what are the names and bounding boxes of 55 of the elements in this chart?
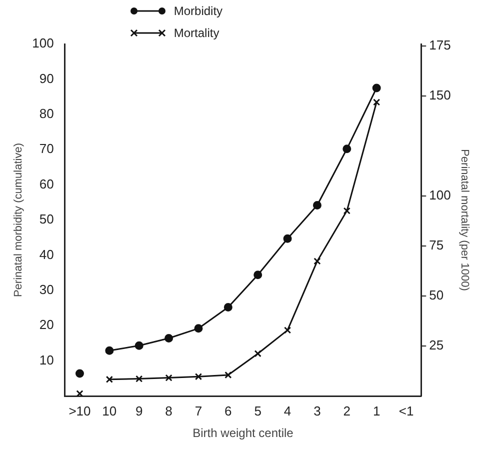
legend-label: Morbidity (174, 4, 223, 18)
point (312, 200, 322, 210)
x-tick-label: 6 (224, 403, 232, 418)
y-tick-label: 40 (39, 246, 54, 262)
point (134, 341, 144, 350)
point (372, 84, 381, 92)
point (76, 390, 84, 396)
legend-label: Mortality (174, 26, 220, 40)
point (224, 303, 232, 312)
x-tick-label: 2 (343, 403, 351, 418)
point (106, 376, 113, 383)
point (136, 375, 143, 382)
point (343, 207, 350, 214)
x-tick-label: 7 (194, 403, 202, 418)
y2-tick-label: 50 (429, 288, 444, 303)
y2-tick-label: 25 (429, 338, 444, 353)
x-axis-title: Birth weight centile (192, 426, 294, 440)
y-tick-label: 80 (39, 106, 54, 121)
y-tick-label: 100 (32, 36, 54, 51)
x-tick-label: >10 (68, 403, 91, 418)
point (75, 369, 84, 378)
x-tick-label: 10 (102, 403, 117, 418)
y2-tick-label: 150 (429, 88, 451, 103)
point (194, 324, 203, 333)
point (254, 270, 262, 280)
x-tick-label: <1 (398, 403, 414, 418)
point (194, 373, 202, 380)
y2-tick-label: 175 (429, 38, 451, 53)
y-tick-label: 30 (39, 282, 54, 297)
y-axis-title: Perinatal morbidity (cumulative) (12, 142, 25, 298)
y-tick-label: 60 (39, 176, 54, 192)
x-tick-label: 4 (284, 403, 292, 418)
y-tick-label: 10 (39, 352, 54, 368)
point (164, 334, 174, 343)
x-tick-label: 1 (372, 403, 380, 418)
y-tick-label: 20 (39, 317, 54, 332)
point (224, 371, 232, 379)
point (284, 326, 292, 334)
point (254, 350, 262, 358)
y-tick-label: 90 (39, 70, 54, 86)
x-tick-label: 3 (314, 403, 321, 418)
y2-tick-label: 75 (429, 238, 444, 253)
point (105, 346, 114, 355)
y-tick-label: 50 (39, 212, 54, 227)
x-tick-label: 5 (254, 403, 262, 418)
x-tick-label: 9 (135, 403, 143, 418)
point (283, 234, 292, 243)
point (314, 258, 321, 265)
point (342, 144, 352, 154)
y-tick-label: 70 (39, 141, 54, 156)
y2-tick-label: 100 (429, 188, 451, 203)
x-tick-label: 8 (165, 403, 172, 418)
point (165, 374, 172, 382)
point (373, 98, 380, 106)
y2-axis-title: Perinatal mortality (per 1000) (458, 149, 470, 291)
